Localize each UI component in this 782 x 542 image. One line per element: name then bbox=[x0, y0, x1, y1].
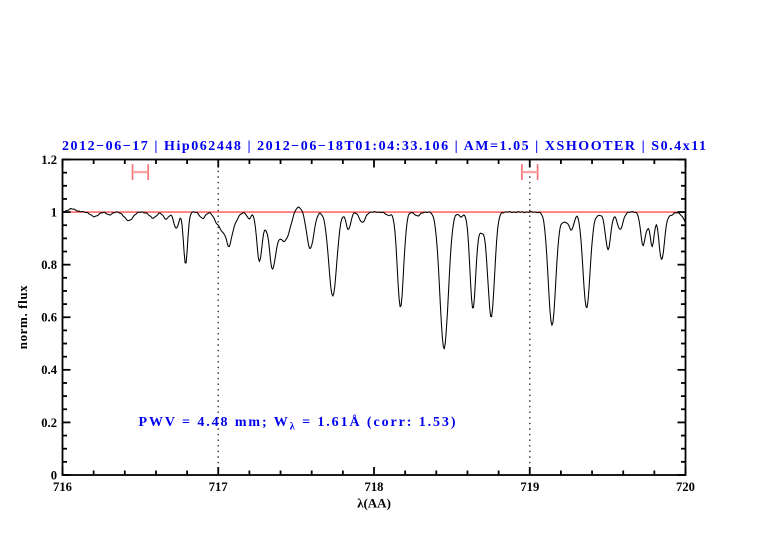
svg-text:718: 718 bbox=[365, 480, 384, 494]
svg-text:λ(AA): λ(AA) bbox=[357, 496, 391, 511]
svg-text:717: 717 bbox=[209, 480, 228, 494]
svg-text:norm. flux: norm. flux bbox=[15, 285, 30, 350]
svg-text:719: 719 bbox=[520, 480, 539, 494]
svg-text:1: 1 bbox=[51, 206, 57, 220]
svg-text:2012−06−17 | Hip062448 | 2012−: 2012−06−17 | Hip062448 | 2012−06−18T01:0… bbox=[62, 139, 706, 154]
svg-text:0: 0 bbox=[51, 468, 57, 482]
svg-text:0.2: 0.2 bbox=[41, 416, 57, 430]
svg-text:720: 720 bbox=[676, 480, 695, 494]
svg-text:716: 716 bbox=[53, 480, 72, 494]
svg-text:0.8: 0.8 bbox=[41, 258, 57, 272]
svg-text:0.4: 0.4 bbox=[41, 363, 57, 377]
svg-text:PWV = 4.48 mm; Wλ = 1.61Å (cor: PWV = 4.48 mm; Wλ = 1.61Å (corr: 1.53) bbox=[139, 414, 456, 433]
svg-text:0.6: 0.6 bbox=[41, 311, 57, 325]
svg-text:1.2: 1.2 bbox=[41, 153, 57, 167]
